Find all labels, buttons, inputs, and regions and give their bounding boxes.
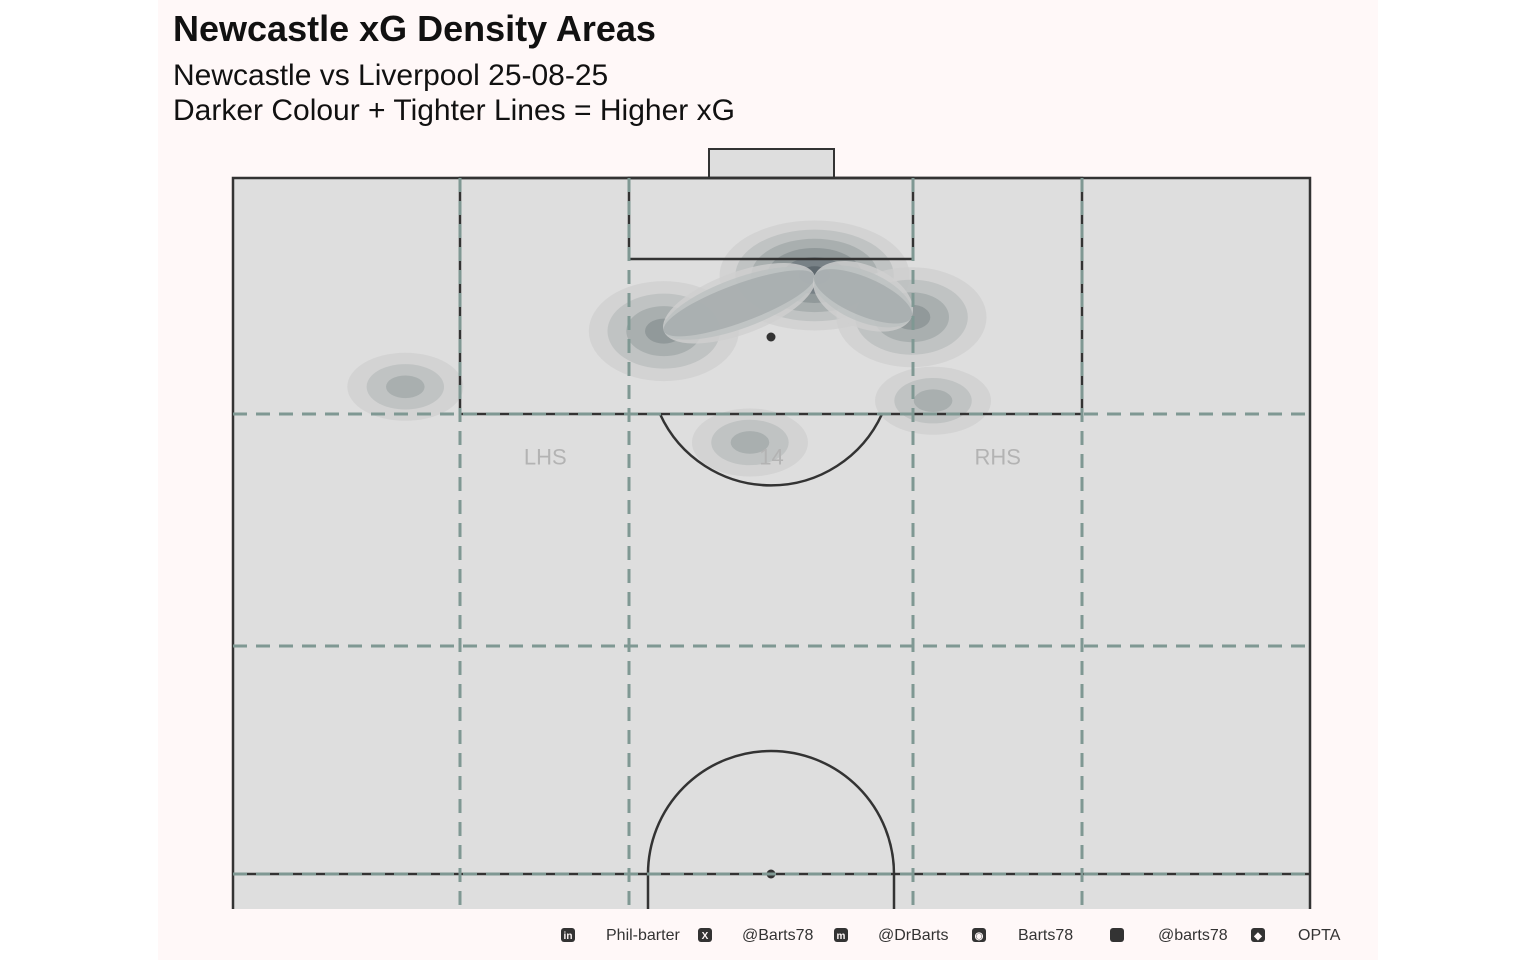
goal [708, 148, 835, 179]
penalty-arc [658, 413, 884, 487]
density-contour [730, 431, 770, 454]
github-icon: ◉ [971, 927, 987, 943]
caption-text: @barts78 [1158, 927, 1228, 944]
zone-labels: LHS 14 RHS [524, 444, 1021, 469]
caption-text: @DrBarts [878, 927, 949, 944]
svg-text:◆: ◆ [1253, 931, 1262, 942]
svg-text:m: m [837, 931, 846, 942]
chart-subtitle: Newcastle vs Liverpool 25-08-25 Darker C… [173, 58, 735, 128]
dropbox-icon: ◆ [1250, 927, 1266, 943]
six-yard-box [627, 176, 915, 261]
caption-text: OPTA [1298, 927, 1341, 944]
x-twitter-icon: X [697, 927, 713, 943]
zone-label: 14 [759, 444, 783, 469]
linkedin-icon: in [560, 927, 576, 943]
mastodon-icon: m [833, 927, 849, 943]
caption-text: @Barts78 [742, 927, 814, 944]
svg-text:in: in [564, 931, 573, 942]
zone-grid [233, 178, 1310, 909]
caption-text: Phil-barter [606, 927, 680, 944]
svg-text:◉: ◉ [975, 931, 984, 942]
xg-density-layer [347, 220, 992, 477]
density-contour [663, 270, 815, 337]
zone-label: RHS [974, 444, 1020, 469]
subtitle-line-2: Darker Colour + Tighter Lines = Higher x… [173, 94, 735, 127]
svg-text:X: X [702, 931, 709, 942]
bluesky-icon [1109, 927, 1125, 943]
zone-label: LHS [524, 444, 567, 469]
chart-title: Newcastle xG Density Areas [173, 8, 656, 49]
density-contour [814, 269, 913, 324]
caption-text: Barts78 [1018, 927, 1074, 944]
density-contour [913, 389, 953, 413]
centre-circle [646, 749, 896, 909]
density-contour [386, 375, 425, 399]
penalty-spot [766, 332, 776, 342]
subtitle-line-1: Newcastle vs Liverpool 25-08-25 [173, 59, 609, 92]
